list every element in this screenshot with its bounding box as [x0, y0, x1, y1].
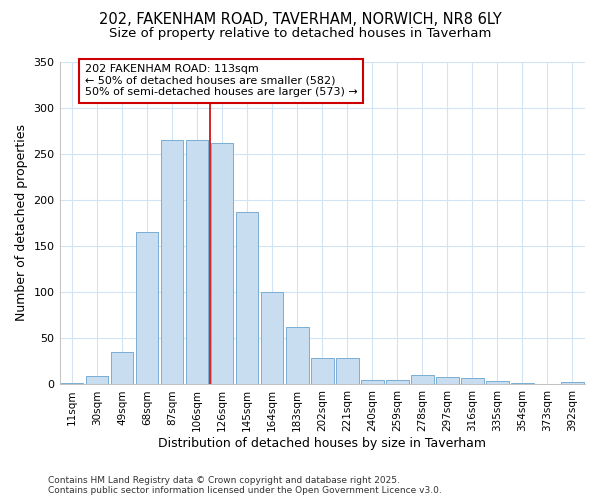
- Text: Contains HM Land Registry data © Crown copyright and database right 2025.
Contai: Contains HM Land Registry data © Crown c…: [48, 476, 442, 495]
- Bar: [86, 376, 109, 384]
- Bar: [486, 381, 509, 384]
- Bar: [461, 378, 484, 384]
- Bar: [336, 358, 359, 384]
- Bar: [561, 382, 584, 384]
- Y-axis label: Number of detached properties: Number of detached properties: [15, 124, 28, 322]
- Bar: [311, 358, 334, 384]
- Text: Size of property relative to detached houses in Taverham: Size of property relative to detached ho…: [109, 28, 491, 40]
- Bar: [511, 382, 534, 384]
- Bar: [136, 232, 158, 384]
- Bar: [111, 352, 133, 384]
- Bar: [236, 212, 259, 384]
- Bar: [436, 377, 458, 384]
- Bar: [161, 140, 184, 384]
- X-axis label: Distribution of detached houses by size in Taverham: Distribution of detached houses by size …: [158, 437, 486, 450]
- Bar: [386, 380, 409, 384]
- Bar: [286, 327, 308, 384]
- Bar: [186, 140, 208, 384]
- Text: 202, FAKENHAM ROAD, TAVERHAM, NORWICH, NR8 6LY: 202, FAKENHAM ROAD, TAVERHAM, NORWICH, N…: [98, 12, 502, 28]
- Bar: [261, 292, 283, 384]
- Bar: [211, 142, 233, 384]
- Bar: [411, 375, 434, 384]
- Text: 202 FAKENHAM ROAD: 113sqm
← 50% of detached houses are smaller (582)
50% of semi: 202 FAKENHAM ROAD: 113sqm ← 50% of detac…: [85, 64, 358, 98]
- Bar: [61, 382, 83, 384]
- Bar: [361, 380, 383, 384]
